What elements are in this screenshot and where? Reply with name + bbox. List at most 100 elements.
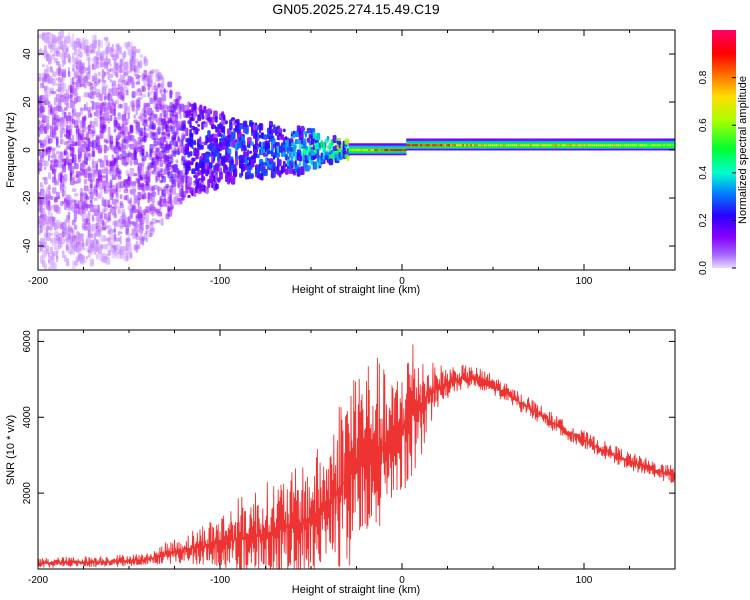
spectrogram-cell [187, 101, 191, 109]
spectrogram-cell [159, 168, 164, 173]
spectrogram-cell [332, 145, 335, 152]
spectrogram-cell [193, 181, 196, 187]
spectrogram-cell [621, 144, 624, 147]
spectrogram-cell [159, 112, 163, 122]
spectrogram-cell [221, 127, 224, 134]
spectrogram-cell [67, 211, 71, 220]
spectrogram-cell [489, 144, 493, 147]
spectrogram-cell [151, 202, 155, 207]
snr-series-line [38, 344, 675, 569]
spectrogram-cell [115, 237, 121, 242]
spectrogram-cell [111, 80, 117, 87]
spectrogram-cell [129, 157, 133, 166]
spectrogram-cell [113, 220, 118, 228]
spectrogram-cell [103, 207, 109, 212]
spectrogram-cell [553, 144, 556, 147]
spectrogram-cell [101, 119, 104, 126]
spectrogram-cell [260, 141, 264, 147]
spectrogram-cell [115, 99, 120, 105]
spectrogram-cell [87, 138, 91, 147]
spectrogram-cell [141, 94, 147, 98]
colorbar-label: Normalized spectral amplitude [737, 76, 749, 224]
spectrogram-cell [167, 82, 170, 88]
spectrogram-cell [59, 138, 64, 145]
spectrogram-cell [669, 144, 672, 147]
spectrogram-cell [332, 151, 335, 160]
spectrogram-cell [282, 128, 286, 133]
spectrogram-cell [109, 227, 112, 234]
spectrogram-cell [83, 178, 88, 185]
spectrogram-cell [406, 144, 409, 147]
spectrogram-cell [262, 162, 266, 166]
spectrogram-cell [107, 126, 111, 135]
spectrogram-cell [133, 72, 137, 77]
spectrogram-cell [619, 144, 622, 147]
spectrogram-cell [454, 144, 457, 147]
spectrogram-cell [63, 55, 67, 65]
spectrogram-cell [469, 144, 473, 147]
spectrogram-cell [97, 91, 101, 101]
spectrogram-cell [63, 158, 67, 167]
spectrogram-cell [51, 90, 57, 95]
spectrogram-cell [573, 144, 576, 147]
spectrogram-cell [153, 140, 159, 147]
spectrogram-cell [55, 137, 59, 147]
spectrogram-cell [637, 144, 640, 147]
spectrogram-cell [47, 258, 51, 263]
spectrogram-cell [262, 169, 268, 177]
spectrogram-cell [83, 104, 87, 111]
spectrogram-cell [119, 235, 122, 245]
spectrogram-cell [256, 145, 260, 150]
spectrogram-cell [83, 195, 87, 200]
spectrogram-cell [127, 230, 130, 238]
spectrogram-cell [95, 253, 100, 260]
spectrogram-cell [45, 115, 50, 125]
spectrogram-cell [523, 144, 526, 147]
spectrogram-cell [109, 135, 114, 145]
spectrogram-cell [193, 103, 197, 111]
spectrogram-cell [41, 242, 47, 247]
spectrogram-cell [364, 149, 367, 152]
spectrogram-cell [274, 146, 278, 155]
spectrogram-cell [91, 158, 95, 166]
spectrogram-cell [53, 37, 57, 44]
y-tick-label: 6000 [22, 330, 33, 353]
spectrogram-cell [597, 144, 600, 147]
spectrogram-cell [247, 137, 252, 145]
spectrogram-cell [481, 144, 485, 147]
spectrogram-cell [183, 124, 186, 132]
spectrogram-cell [61, 191, 67, 197]
spectrogram-cell [67, 32, 71, 41]
spectrogram-cell [137, 129, 140, 133]
y-tick-label: 4000 [22, 406, 33, 429]
spectrogram-cell [67, 54, 71, 59]
spectrogram-cell [97, 78, 101, 85]
spectrogram-cell [83, 85, 87, 89]
spectrogram-cell [239, 122, 244, 130]
spectrogram-cell [179, 171, 184, 176]
spectrogram-cell [121, 150, 127, 160]
spectrogram-cell [107, 204, 113, 209]
figure-title: GN05.2025.274.15.49.C19 [272, 1, 440, 17]
spectrogram-cell [657, 144, 660, 147]
spectrogram-cell [477, 144, 481, 147]
spectrogram-cell [109, 73, 114, 79]
spectrogram-cell [143, 192, 146, 200]
spectrogram-cell [101, 219, 105, 223]
spectrogram-cell [129, 124, 134, 134]
spectrogram-cell [499, 144, 503, 147]
spectrogram-cell [563, 144, 566, 147]
spectrogram-cell [276, 151, 281, 158]
spectrogram-cell [99, 110, 102, 116]
spectrogram-cell [143, 78, 149, 87]
spectrogram-cell [85, 156, 89, 161]
spectrogram-cell [388, 149, 391, 152]
spectrogram-cell [87, 173, 92, 182]
spectrogram-cell [227, 148, 232, 155]
spectrogram-cell [591, 144, 594, 147]
spectrogram-cell [73, 163, 79, 170]
spectrogram-cell [121, 126, 127, 133]
spectrogram-cell [442, 144, 445, 147]
spectrogram-cell [125, 162, 129, 166]
